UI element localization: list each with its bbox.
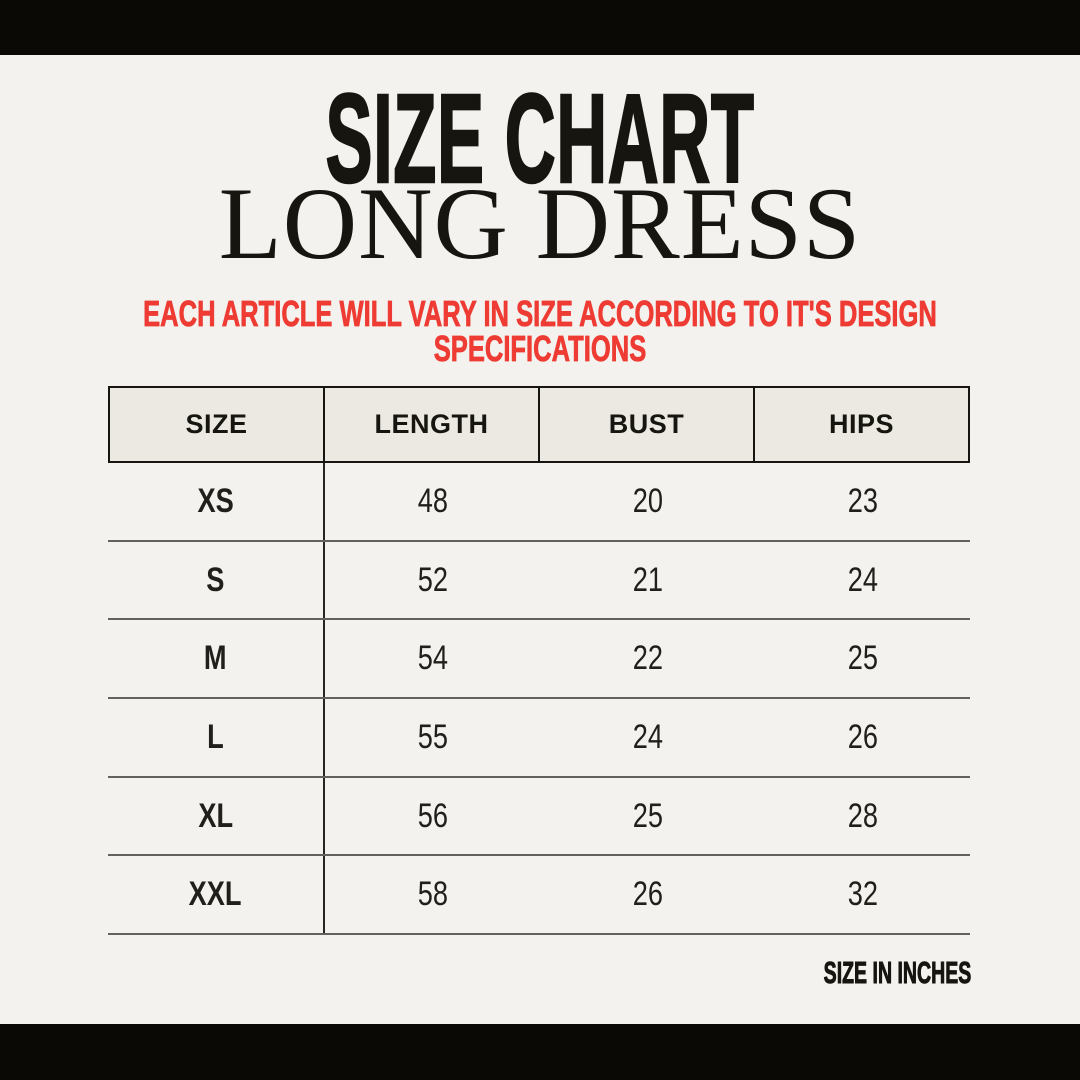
unit-note: SIZE IN INCHES xyxy=(823,955,971,990)
top-black-bar xyxy=(0,0,1080,55)
cell-length: 52 xyxy=(417,560,448,599)
column-header-bust: BUST xyxy=(540,388,755,461)
notice-line-2: SPECIFICATIONS xyxy=(433,328,647,369)
cell-size: XS xyxy=(108,463,325,540)
cell-length: 48 xyxy=(417,481,448,520)
cell-bust: 24 xyxy=(632,717,663,756)
cell-size: S xyxy=(108,541,325,619)
cell-size: M xyxy=(108,620,325,698)
cell-length: 54 xyxy=(417,639,448,678)
cell-hips: 24 xyxy=(847,560,878,599)
cell-size: XXL xyxy=(108,856,325,934)
cell-size: L xyxy=(108,699,325,776)
cell-hips: 23 xyxy=(847,481,878,520)
cell-size: XL xyxy=(108,777,325,855)
size-table-header-row: SIZE LENGTH BUST HIPS xyxy=(108,386,970,463)
table-row-xs: XS 48 20 23 xyxy=(108,463,970,542)
page-subtitle: LONG DRESS xyxy=(218,167,862,281)
table-row-xl: XL 56 25 28 xyxy=(108,777,970,857)
bottom-black-bar xyxy=(0,1024,1080,1080)
cell-hips: 25 xyxy=(847,639,878,678)
cell-bust: 26 xyxy=(632,875,663,914)
cell-bust: 21 xyxy=(632,560,663,599)
column-header-hips: HIPS xyxy=(828,409,895,439)
column-header-size: SIZE xyxy=(110,388,325,461)
cell-bust: 25 xyxy=(632,796,663,835)
cell-hips: 28 xyxy=(847,796,878,835)
column-header-length: LENGTH xyxy=(325,388,540,461)
cell-bust: 22 xyxy=(632,639,663,678)
cell-length: 55 xyxy=(417,717,448,756)
page-title: SIZE CHART xyxy=(325,68,755,209)
table-row-l: L 55 24 26 xyxy=(108,699,970,778)
cell-bust: 20 xyxy=(632,481,663,520)
table-row-s: S 52 21 24 xyxy=(108,541,970,621)
size-variance-notice: EACH ARTICLE WILL VARY IN SIZE ACCORDING… xyxy=(15,293,1066,369)
cell-hips: 26 xyxy=(847,717,878,756)
table-row-xxl: XXL 58 26 32 xyxy=(108,856,970,936)
table-row-m: M 54 22 25 xyxy=(108,620,970,700)
cell-hips: 32 xyxy=(847,875,878,914)
cell-length: 56 xyxy=(417,796,448,835)
cell-length: 58 xyxy=(417,875,448,914)
notice-line-1: EACH ARTICLE WILL VARY IN SIZE ACCORDING… xyxy=(143,293,937,334)
size-table: SIZE LENGTH BUST HIPS XS 48 20 23 S 52 2… xyxy=(108,386,970,936)
